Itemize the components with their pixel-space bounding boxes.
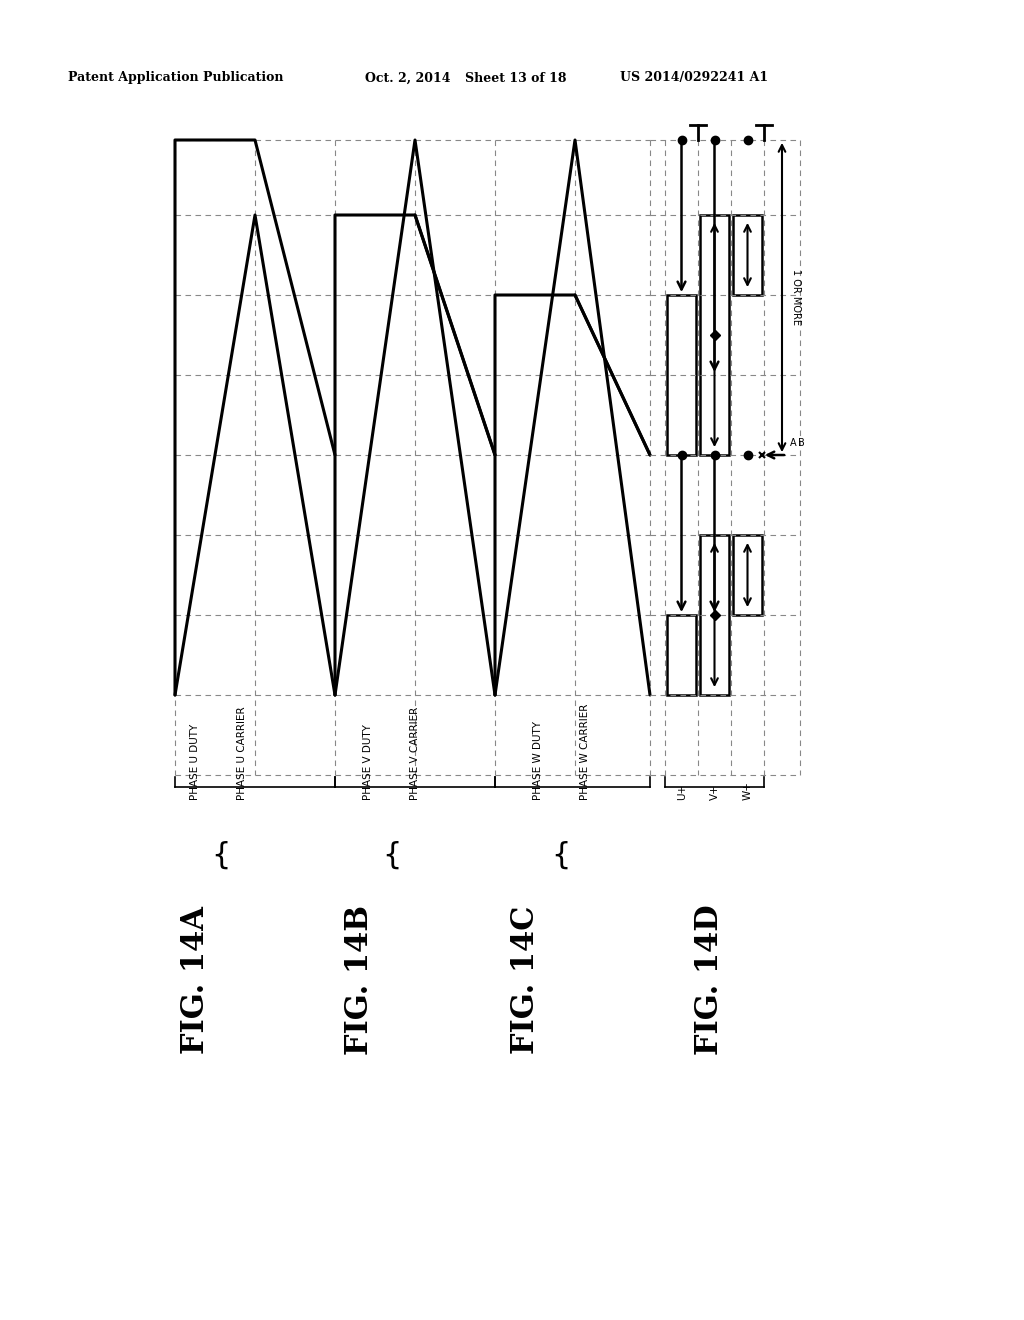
Text: PHASE W CARRIER: PHASE W CARRIER xyxy=(580,704,590,800)
Text: PHASE U CARRIER: PHASE U CARRIER xyxy=(237,706,247,800)
Text: $\{$: $\{$ xyxy=(382,840,399,871)
Text: PHASE V DUTY: PHASE V DUTY xyxy=(362,725,373,800)
Text: FIG. 14A: FIG. 14A xyxy=(179,906,211,1053)
Text: FIG. 14B: FIG. 14B xyxy=(344,906,376,1055)
Bar xyxy=(700,535,729,696)
Text: 1 OR MORE: 1 OR MORE xyxy=(791,269,801,325)
Text: Patent Application Publication: Patent Application Publication xyxy=(68,71,284,84)
Text: $\{$: $\{$ xyxy=(211,840,228,871)
Bar xyxy=(667,294,696,455)
Text: PHASE V CARRIER: PHASE V CARRIER xyxy=(410,706,420,800)
Text: A: A xyxy=(790,438,797,447)
Text: V+: V+ xyxy=(710,784,720,800)
Bar xyxy=(733,535,762,615)
Text: U+: U+ xyxy=(677,784,687,800)
Text: PHASE W DUTY: PHASE W DUTY xyxy=(534,721,543,800)
Text: Sheet 13 of 18: Sheet 13 of 18 xyxy=(465,71,566,84)
Text: FIG. 14C: FIG. 14C xyxy=(510,906,541,1055)
Bar xyxy=(733,215,762,294)
Text: Oct. 2, 2014: Oct. 2, 2014 xyxy=(365,71,451,84)
Text: US 2014/0292241 A1: US 2014/0292241 A1 xyxy=(620,71,768,84)
Text: PHASE U DUTY: PHASE U DUTY xyxy=(190,723,200,800)
Text: W+: W+ xyxy=(743,781,753,800)
Bar xyxy=(667,615,696,696)
Text: B: B xyxy=(798,438,805,447)
Text: FIG. 14D: FIG. 14D xyxy=(694,904,725,1055)
Text: $\{$: $\{$ xyxy=(551,840,568,871)
Bar xyxy=(700,215,729,455)
